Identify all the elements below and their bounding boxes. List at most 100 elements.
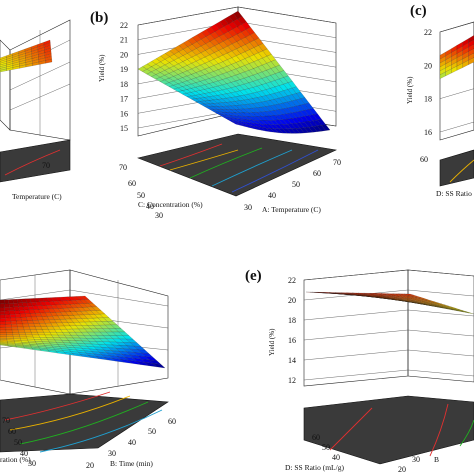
panel-e-x-tick: 40: [332, 453, 340, 462]
panel-d-surface-cell: [11, 326, 19, 331]
panel-d-x-tick: 60: [8, 427, 16, 436]
panel-d-y-tick: 20: [86, 461, 94, 470]
panel-c-surface-cell: [468, 57, 474, 66]
panel-e-box-wall-left: [303, 269, 409, 387]
panel-d-surface-cell: [19, 334, 27, 338]
panel-d-surface-cell: [4, 310, 11, 315]
panel-d-surface-cell: [4, 314, 11, 319]
panel-b-x-tick: 60: [128, 179, 136, 188]
panel-e-surface: [305, 291, 474, 315]
panel-b-z-tick: 19: [120, 65, 128, 74]
panel-e-box-gridline: [407, 349, 474, 357]
panel-e-z-tick: 18: [288, 316, 296, 325]
panel-b-surface: [137, 10, 331, 134]
panel-b-z-tick: 18: [120, 80, 128, 89]
panel-d-surface-cell: [23, 326, 31, 330]
panel-c-surface-cell: [468, 48, 474, 57]
panel-b-box-gridline: [237, 21, 337, 38]
panel-e-y-tick: 30: [412, 455, 420, 464]
panel-b-y-tick: 50: [292, 180, 300, 189]
panel-c-box-gridline: [439, 21, 474, 33]
panel-b-z-tick: 16: [120, 109, 128, 118]
panel-a-surface: [0, 39, 53, 73]
panel-e-z-tick: 12: [288, 376, 296, 385]
panel-b-y-tick: 30: [244, 203, 252, 212]
panel-d-surface: [0, 295, 166, 369]
panel-d-surface-cell: [22, 323, 30, 328]
panel-a-box-contour-line: [4, 149, 61, 176]
panel-d-surface-cell: [0, 303, 5, 308]
panel-e-z-tick: 14: [288, 356, 296, 365]
panel-d-surface-cell: [9, 314, 16, 319]
panel-b-y-tick: 70: [333, 158, 341, 167]
panel-d-surface-cell: [26, 336, 35, 340]
panel-d-surface-cell: [5, 317, 12, 322]
panel-c-box-gridline: [439, 121, 474, 133]
panel-d-surface-cell: [5, 327, 13, 331]
panel-c-x-axis-title: D: SS Ratio: [436, 189, 472, 198]
panel-e-box-gridline: [407, 289, 474, 297]
panel-e-box: [303, 269, 474, 387]
panel-b-box-gridline: [237, 6, 337, 24]
panel-e-z-tick: 20: [288, 296, 296, 305]
panel-d-surface-cell: [19, 336, 28, 340]
panel-b-z-axis-title: Yield (%): [98, 54, 106, 82]
tick-label-layer: Temperature (C) 70 15 16 17 18 19 20 21 22 Yield (…: [0, 21, 472, 474]
panel-d-surface-cell: [24, 332, 33, 336]
panel-e-box-gridline: [407, 309, 474, 317]
panel-d-x-axis-title: ration (%): [0, 455, 31, 464]
panel-c-surface-cell: [468, 35, 474, 44]
panel-d-surface-cell: [0, 329, 7, 333]
panel-d-surface-cell: [15, 313, 22, 318]
panel-e-box-contour-line: [429, 403, 449, 457]
panel-d-x-tick: 30: [28, 459, 36, 468]
panel-b-box-contour-line: [231, 149, 319, 193]
panel-e-y-tick: 20: [398, 465, 406, 474]
panel-d-surface-cell: [0, 310, 6, 316]
panel-e-z-axis-title: Yield (%): [268, 328, 276, 356]
panel-e-box-wall-right: [407, 269, 474, 383]
panel-d-surface-cell: [5, 324, 12, 328]
panel-d-surface-cell: [11, 329, 19, 333]
panel-d-x-tick: 70: [2, 416, 10, 425]
panel-b-box-contour-line: [211, 149, 293, 187]
panel-e-box-gridline: [303, 309, 409, 321]
panel-d-surface-cell: [17, 326, 25, 331]
panel-b-x-tick: 30: [155, 211, 163, 220]
panel-d-y-tick: 50: [148, 427, 156, 436]
panel-e-x-tick: 50: [322, 443, 330, 452]
panel-d-y-axis-title: B: Time (min): [110, 459, 153, 468]
panel-d-y-tick: 40: [128, 438, 136, 447]
panel-d-surface-cell: [24, 329, 32, 333]
panel-d-surface-cell: [16, 320, 23, 325]
panel-c-box-gridline: [439, 88, 474, 99]
contour-floor-layer: [0, 133, 474, 465]
panel-label-b: (b): [90, 10, 109, 26]
panel-d-surface-cell: [25, 334, 34, 338]
panel-d-surface-cell: [16, 323, 24, 328]
panel-b-x-tick: 40: [146, 202, 154, 211]
panel-d-box-contour-line: [39, 409, 163, 453]
panel-c-z-tick: 18: [424, 95, 432, 104]
panel-d-surface-cell: [11, 323, 18, 328]
panel-d-box-gridline: [69, 289, 169, 307]
panel-d-y-tick: 30: [108, 449, 116, 458]
panel-c-x-tick: 60: [420, 155, 428, 164]
panel-e-box-contour-line: [459, 419, 474, 447]
panel-e-box-floor: [303, 395, 474, 465]
panel-d-surface-cell: [0, 324, 6, 328]
panel-d-surface-cell: [6, 332, 14, 335]
panel-e-box-gridline: [407, 269, 474, 277]
panel-e-box-contour-line: [329, 407, 373, 451]
panel-d-surface-cell: [4, 303, 10, 308]
panel-d-surface-cell: [0, 334, 7, 337]
panel-b-surface-cell: [321, 124, 331, 131]
panel-c-z-tick: 16: [424, 128, 432, 137]
panel-a-x-tick: 70: [42, 161, 50, 170]
panel-b-z-tick: 20: [120, 50, 128, 59]
panel-d-surface-cell: [15, 317, 22, 322]
panel-d-surface-cell: [18, 332, 26, 335]
panel-c-surface-cell: [468, 52, 474, 61]
panel-d-surface-cell: [9, 310, 16, 315]
panel-d-surface-cell: [0, 317, 6, 322]
